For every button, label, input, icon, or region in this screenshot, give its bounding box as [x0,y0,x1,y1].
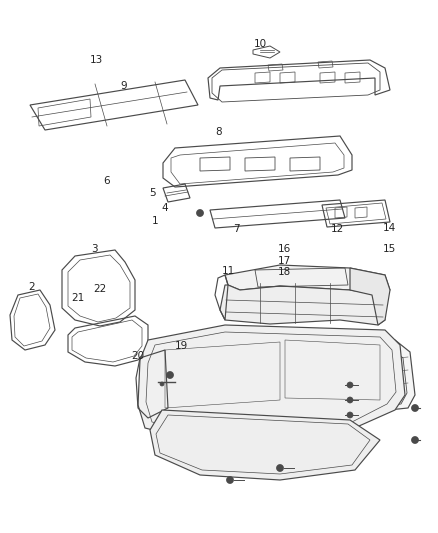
Text: 11: 11 [222,266,235,276]
Text: 3: 3 [91,245,98,254]
Circle shape [197,209,204,216]
Text: 6: 6 [103,176,110,186]
Polygon shape [225,265,390,295]
Text: 7: 7 [233,224,240,234]
Text: 10: 10 [254,39,267,49]
Circle shape [347,382,353,388]
Text: 15: 15 [382,245,396,254]
Text: 20: 20 [131,351,145,361]
Polygon shape [138,325,405,440]
Circle shape [347,412,353,418]
Circle shape [226,477,233,483]
Text: 8: 8 [215,127,223,137]
Text: 13: 13 [90,55,103,64]
Text: 2: 2 [28,282,35,292]
Text: 22: 22 [93,284,106,294]
Text: 9: 9 [120,82,127,91]
Text: 4: 4 [161,203,168,213]
Text: 1: 1 [152,216,159,226]
Text: 17: 17 [278,256,291,266]
Text: 19: 19 [175,342,188,351]
Text: 16: 16 [278,245,291,254]
Text: 14: 14 [382,223,396,233]
Text: 21: 21 [71,294,85,303]
Text: 12: 12 [331,224,344,234]
Polygon shape [350,268,390,325]
Circle shape [166,372,173,378]
Circle shape [276,464,283,472]
Text: 18: 18 [278,267,291,277]
Circle shape [347,397,353,403]
Circle shape [411,405,418,411]
Circle shape [411,437,418,443]
Polygon shape [312,340,415,416]
Polygon shape [150,410,380,480]
Circle shape [160,382,164,386]
Text: 5: 5 [149,189,156,198]
Polygon shape [220,285,385,325]
